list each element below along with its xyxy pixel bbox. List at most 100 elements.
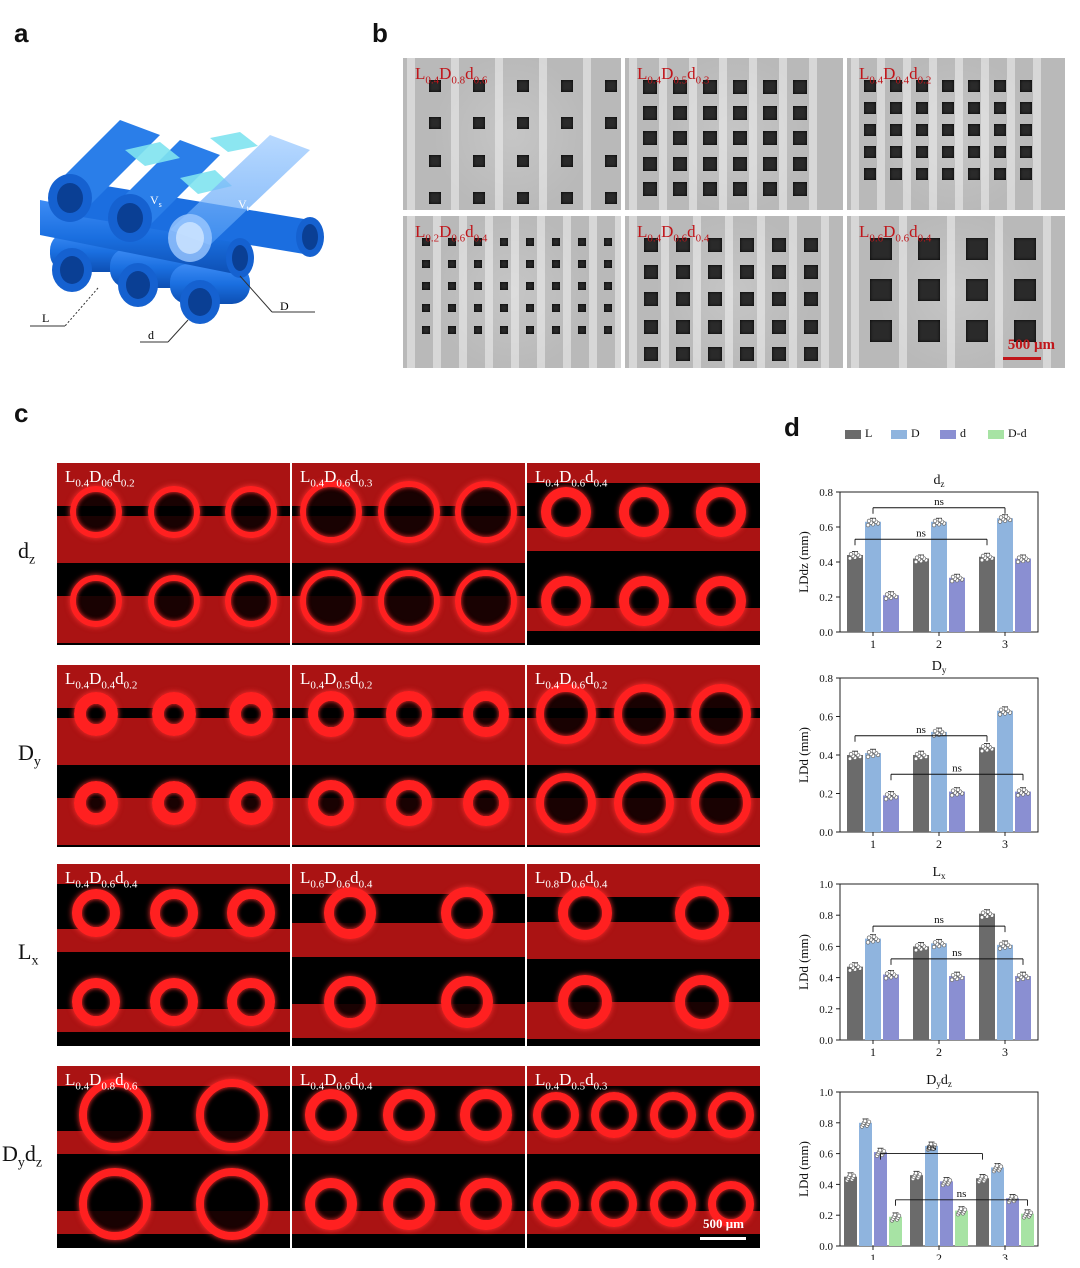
data-point	[871, 517, 877, 523]
x-tick-label: 2	[936, 1251, 942, 1260]
top-layer-tubes	[48, 120, 310, 262]
sem-image: L0.2D0.6d0.4	[403, 216, 621, 368]
fiber-cross-section	[307, 691, 354, 738]
data-point	[1028, 1210, 1034, 1215]
y-tick-label: 1.0	[819, 1087, 833, 1099]
data-point	[985, 909, 991, 914]
y-tick-label: 0.0	[819, 827, 833, 839]
fiber-cross-section	[707, 1092, 754, 1139]
fluorescence-image: L0.6D0.6d0.4	[292, 864, 525, 1046]
fiber-cross-section	[147, 575, 200, 628]
legend-swatch	[845, 429, 861, 439]
data-point	[994, 1163, 1000, 1168]
significance-label: ns	[934, 914, 944, 926]
fluorescence-image-label: L0.8D0.6d0.4	[535, 868, 608, 891]
fluorescence-image: L0.4D0.6d0.4	[527, 463, 760, 645]
panel-label-d: d	[784, 412, 800, 442]
y-tick-label: 0.8	[819, 1118, 833, 1130]
data-point	[865, 754, 871, 759]
fluorescence-image: L0.4D0.8d0.6	[57, 1066, 290, 1248]
bottom-layer-tubes	[50, 232, 250, 324]
sem-image: L0.4D0.4d0.2	[847, 58, 1065, 210]
data-point	[914, 943, 920, 948]
row-label: Dy	[18, 740, 41, 770]
bar	[910, 1175, 923, 1246]
y-axis-label: LDd (mm)	[796, 1141, 811, 1197]
fiber-cross-section	[691, 684, 752, 745]
fiber-cross-section	[691, 773, 752, 834]
bar	[997, 710, 1013, 832]
data-point	[997, 712, 1003, 717]
data-point	[848, 751, 854, 757]
bar	[1021, 1213, 1034, 1246]
data-point	[884, 792, 890, 797]
data-point	[862, 1118, 868, 1124]
fiber-cross-section	[382, 1178, 435, 1231]
data-point	[884, 592, 890, 597]
data-point	[931, 944, 937, 950]
data-point	[1021, 554, 1027, 559]
data-point	[853, 751, 859, 756]
panel-label-a: a	[14, 18, 29, 48]
fiber-cross-section	[79, 1079, 152, 1152]
fiber-cross-section	[674, 886, 729, 941]
y-tick-label: 0.4	[819, 750, 833, 762]
data-point	[1015, 977, 1021, 982]
fiber-cross-section	[535, 773, 596, 834]
bar	[889, 1216, 902, 1246]
row-label: Dydz	[2, 1141, 43, 1171]
bar	[913, 755, 929, 832]
fluorescence-image: L0.4D0.5d0.2	[292, 665, 525, 847]
fiber-cross-section	[463, 691, 510, 738]
fluorescence-image-label: L0.4D0.8d0.6	[65, 1070, 138, 1093]
fluorescence-image-label: L0.4D0.6d0.4	[535, 467, 608, 490]
data-point	[1009, 1194, 1015, 1199]
fiber-cross-section	[463, 780, 510, 827]
data-point	[950, 788, 956, 793]
data-point	[932, 728, 938, 734]
chart-title: Dydz	[926, 1073, 952, 1089]
bar	[997, 944, 1013, 1040]
fiber-cross-section	[540, 487, 591, 538]
fiber-cross-section	[440, 976, 493, 1029]
sem-image-label: L0.6D0.6d0.4	[859, 222, 932, 245]
bar	[874, 1152, 887, 1246]
fiber-cross-section	[227, 978, 276, 1027]
data-point	[955, 573, 961, 579]
data-point	[1003, 940, 1009, 946]
x-tick-label: 2	[936, 637, 942, 651]
data-point	[866, 935, 872, 940]
fiber-cross-section	[307, 780, 354, 827]
y-tick-label: 0.6	[819, 1149, 833, 1161]
fluorescence-image-label: L0.4D06d0.2	[65, 467, 135, 490]
data-point	[889, 591, 895, 596]
data-point	[937, 727, 943, 733]
scale-bar	[1003, 357, 1041, 360]
data-point	[866, 750, 872, 755]
fluorescence-image: L0.8D0.6d0.4	[527, 864, 760, 1046]
fiber-cross-section	[674, 975, 729, 1030]
row-label: dz	[18, 538, 36, 568]
fiber-cross-section	[227, 889, 276, 938]
y-tick-label: 0.8	[819, 673, 833, 685]
data-point	[853, 962, 859, 967]
fiber-cross-section	[613, 684, 674, 745]
data-point	[866, 1119, 872, 1125]
bar	[1006, 1198, 1019, 1246]
data-point	[896, 1213, 902, 1218]
legend-swatch	[891, 429, 907, 439]
sem-image-label: L0.4D0.4d0.2	[859, 64, 932, 87]
data-point	[932, 940, 938, 945]
fiber-cross-section	[533, 1181, 580, 1228]
fiber-cross-section	[73, 692, 118, 737]
data-point	[853, 551, 859, 556]
y-tick-label: 0.4	[819, 973, 833, 985]
data-point	[949, 578, 955, 584]
data-point	[871, 934, 877, 939]
x-tick-label: 1	[870, 1045, 876, 1059]
data-point	[979, 748, 985, 754]
fiber-cross-section	[455, 481, 518, 544]
legend-item: d	[940, 426, 966, 441]
data-point	[1013, 1195, 1019, 1200]
fiber-cross-section	[382, 1089, 435, 1142]
